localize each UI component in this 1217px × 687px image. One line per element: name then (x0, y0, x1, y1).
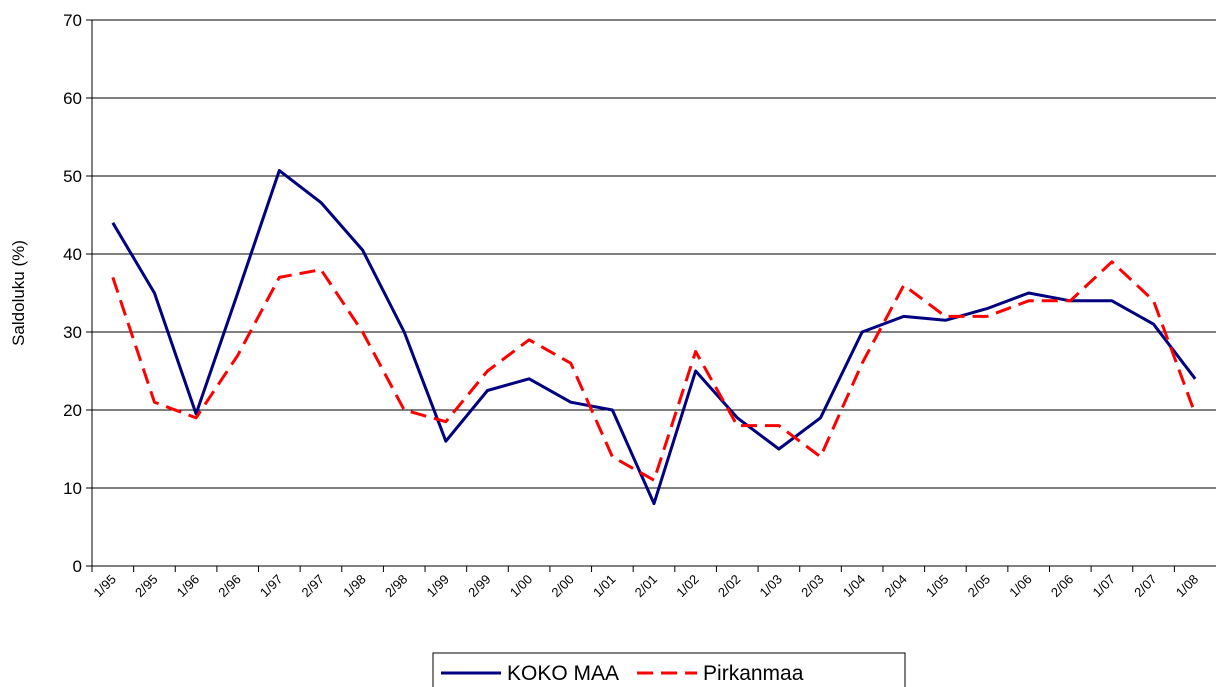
x-tick-label: 2/06 (1048, 572, 1077, 601)
x-tick-label: 2/01 (632, 572, 661, 601)
x-tick-label: 2/95 (132, 572, 161, 601)
x-tick-label: 1/01 (590, 572, 619, 601)
x-tick-label: 1/06 (1006, 572, 1035, 601)
x-tick-label: 1/02 (673, 572, 702, 601)
x-tick-label: 1/96 (174, 572, 203, 601)
x-tick-label: 2/97 (299, 572, 328, 601)
legend-label: KOKO MAA (507, 662, 619, 685)
series-line (111, 169, 1197, 506)
y-tick-label: 40 (63, 245, 82, 264)
x-tick-label: 1/98 (340, 572, 369, 601)
x-tick-label: 2/07 (1131, 572, 1160, 601)
y-tick-label: 60 (63, 89, 82, 108)
x-tick-label: 2/03 (798, 572, 827, 601)
x-tick-label: 1/97 (257, 572, 286, 601)
x-tick-label: 2/05 (965, 572, 994, 601)
x-tick-label: 1/99 (423, 572, 452, 601)
x-tick-label: 1/05 (923, 572, 952, 601)
x-tick-label: 2/96 (215, 572, 244, 601)
y-tick-label: 0 (73, 557, 82, 576)
y-tick-label: 50 (63, 167, 82, 186)
x-tick-label: 2/98 (382, 572, 411, 601)
y-tick-label: 70 (63, 11, 82, 30)
x-tick-label: 2/02 (715, 572, 744, 601)
x-tick-label: 2/00 (548, 572, 577, 601)
x-tick-label: 1/04 (840, 572, 869, 601)
x-tick-label: 1/07 (1090, 572, 1119, 601)
x-tick-label: 1/08 (1173, 572, 1202, 601)
y-axis-label: Saldoluku (%) (9, 240, 28, 346)
x-tick-label: 1/95 (90, 572, 119, 601)
x-tick-label: 1/00 (507, 572, 536, 601)
x-tick-label: 2/99 (465, 572, 494, 601)
x-tick-label: 1/03 (757, 572, 786, 601)
y-tick-label: 10 (63, 479, 82, 498)
legend-box (432, 652, 906, 687)
y-tick-label: 30 (63, 323, 82, 342)
x-tick-label: 2/04 (881, 572, 910, 601)
legend-label: Pirkanmaa (703, 662, 804, 685)
y-tick-label: 20 (63, 401, 82, 420)
